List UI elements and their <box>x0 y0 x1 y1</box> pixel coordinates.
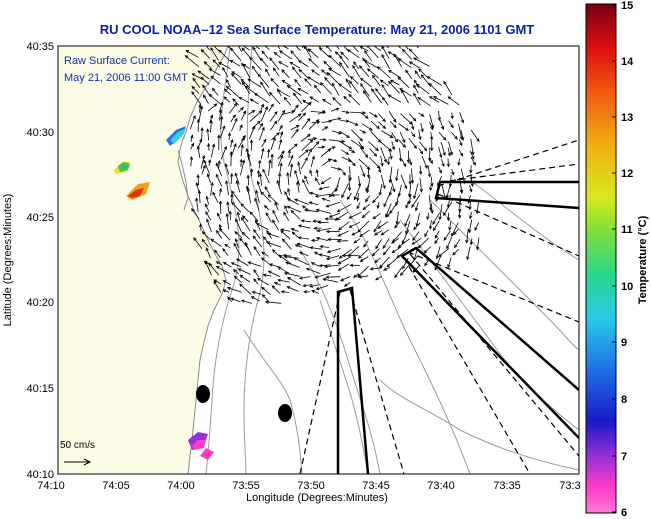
x-tick-label: 73:40 <box>427 480 455 492</box>
colorbar-tick-label: 11 <box>621 224 633 236</box>
x-tick-label: 73:35 <box>493 480 521 492</box>
y-tick-label: 40:20 <box>26 297 54 309</box>
temperature-colorbar: 15 14 13 12 11 10 9 8 7 6 Temperature (°… <box>585 0 649 519</box>
figure-title: RU COOL NOAA–12 Sea Surface Temperature:… <box>100 22 535 37</box>
sst-patch-4b <box>192 440 206 450</box>
y-tick-label: 40:30 <box>26 127 54 139</box>
land-mass <box>58 46 229 474</box>
colorbar-tick-label: 9 <box>621 337 627 349</box>
x-tick-label: 74:05 <box>102 480 130 492</box>
sst-patch-3b <box>128 188 144 198</box>
colorbar-tick-label: 14 <box>621 56 634 68</box>
right-arrow-icon <box>64 458 92 466</box>
colorbar-tick-label: 8 <box>621 394 627 406</box>
colorbar-tick-label: 6 <box>621 507 627 519</box>
y-tick-label: 40:15 <box>26 383 54 395</box>
colorbar-tick-label: 13 <box>621 112 633 124</box>
y-tick-label: 40:35 <box>26 41 54 53</box>
sst-patch-2b <box>118 162 130 172</box>
lane-south <box>336 286 370 474</box>
colorbar-tick-label: 15 <box>621 0 633 12</box>
surface-current-vectors <box>184 46 480 304</box>
colorbar-tick-label: 7 <box>621 451 627 463</box>
scale-label: 50 cm/s <box>60 440 95 451</box>
lane-east <box>434 180 579 210</box>
plot-frame <box>57 45 580 475</box>
colorbar-ticks <box>612 4 616 513</box>
colorbar-gradient <box>585 3 617 514</box>
colorbar-tick-label: 12 <box>621 168 633 180</box>
x-tick-label: 73:55 <box>232 480 260 492</box>
x-tick-label: 74:10 <box>37 480 65 492</box>
site-marker-1 <box>196 385 210 403</box>
y-axis-ticks: 40:35 40:30 40:25 40:20 40:15 40:10 <box>26 41 54 481</box>
y-tick-label: 40:10 <box>26 469 54 481</box>
colorbar-label: Temperature (°C) <box>637 215 649 304</box>
raw-current-label: Raw Surface Current: <box>64 55 170 67</box>
raw-current-timestamp: May 21, 2006 11:00 GMT <box>64 72 188 84</box>
y-tick-label: 40:25 <box>26 212 54 224</box>
x-tick-label: 73:45 <box>362 480 390 492</box>
x-tick-label: 74:00 <box>167 480 195 492</box>
sst-patch-1b <box>170 128 186 144</box>
y-axis-label: Latitude (Degrees:Minutes) <box>2 194 14 327</box>
x-axis-label: Longitude (Degrees:Minutes) <box>246 492 388 504</box>
x-axis-ticks: 74:10 74:05 74:00 73:55 73:50 73:45 73:4… <box>37 480 580 492</box>
sst-patch-5 <box>200 448 214 460</box>
x-tick-label: 73:3 <box>559 480 580 492</box>
sst-patches <box>114 126 214 460</box>
map-plot-area <box>58 46 579 474</box>
colorbar-tick-label: 10 <box>621 281 633 293</box>
site-marker-2 <box>278 404 292 422</box>
dashed-boundaries <box>299 139 579 474</box>
x-tick-label: 73:50 <box>297 480 325 492</box>
inlet-channel <box>177 149 189 211</box>
